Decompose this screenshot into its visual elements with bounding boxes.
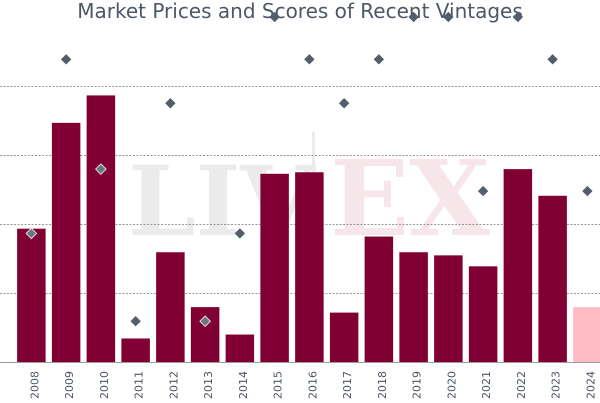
x-axis: 2008 2009 2010 2011 2012 2013 2014 2015 2016 2017… [28, 371, 597, 399]
bar-2022 [503, 169, 533, 362]
x-tick-label: 2020 [445, 371, 458, 399]
x-tick-label: 2022 [515, 371, 528, 399]
x-tick-label: 2016 [306, 371, 319, 399]
bar-2020 [434, 255, 463, 362]
x-tick-label: 2014 [237, 371, 250, 399]
bar-2019 [399, 252, 428, 362]
x-tick-label: 2013 [202, 371, 215, 399]
score-marker-2015 [269, 11, 280, 23]
score-marker-2010 [94, 163, 107, 176]
score-marker-2018 [373, 54, 385, 65]
score-marker-2011 [130, 316, 141, 327]
x-tick-label: 2010 [98, 371, 111, 399]
x-tick-label: 2008 [28, 371, 41, 399]
bar-2010 [86, 95, 116, 362]
score-marker-2021 [477, 185, 489, 197]
x-tick-label: 2011 [133, 371, 146, 399]
score-marker-2009 [60, 54, 72, 65]
score-markers [25, 11, 593, 328]
x-tick-label: 2015 [272, 371, 285, 399]
bar-2018 [364, 236, 394, 362]
score-marker-2024 [582, 185, 593, 197]
bar-2012 [156, 252, 185, 362]
bar-2014 [225, 334, 255, 362]
score-marker-2022 [512, 11, 524, 23]
x-tick-label: 2012 [167, 371, 180, 399]
score-marker-2012 [165, 98, 176, 109]
x-tick-label: 2017 [341, 371, 354, 399]
x-tick-label: 2024 [584, 371, 597, 399]
x-tick-label: 2018 [376, 371, 389, 399]
bar-2023 [538, 195, 567, 362]
score-marker-2017 [338, 98, 350, 109]
x-tick-label: 2021 [480, 371, 493, 399]
score-marker-2020 [443, 11, 454, 23]
score-marker-2023 [547, 54, 558, 65]
bar-series [17, 95, 600, 363]
watermark-ex-text: EX [330, 137, 490, 260]
x-tick-label: 2019 [411, 371, 424, 399]
bar-2017 [329, 312, 359, 362]
bar-2016 [295, 172, 324, 362]
score-marker-2014 [234, 228, 246, 239]
bar-2021 [468, 266, 498, 362]
bar-2015 [260, 173, 289, 362]
x-tick-label: 2023 [550, 371, 563, 399]
score-marker-2016 [304, 54, 315, 65]
score-marker-2013 [199, 315, 212, 328]
bar-2008 [17, 228, 46, 362]
score-marker-2008 [25, 227, 38, 240]
bar-2024 [573, 307, 600, 362]
x-tick-label: 2009 [63, 371, 76, 399]
bar-2011 [121, 338, 150, 362]
score-marker-2019 [408, 11, 419, 23]
bar-2009 [51, 122, 81, 363]
